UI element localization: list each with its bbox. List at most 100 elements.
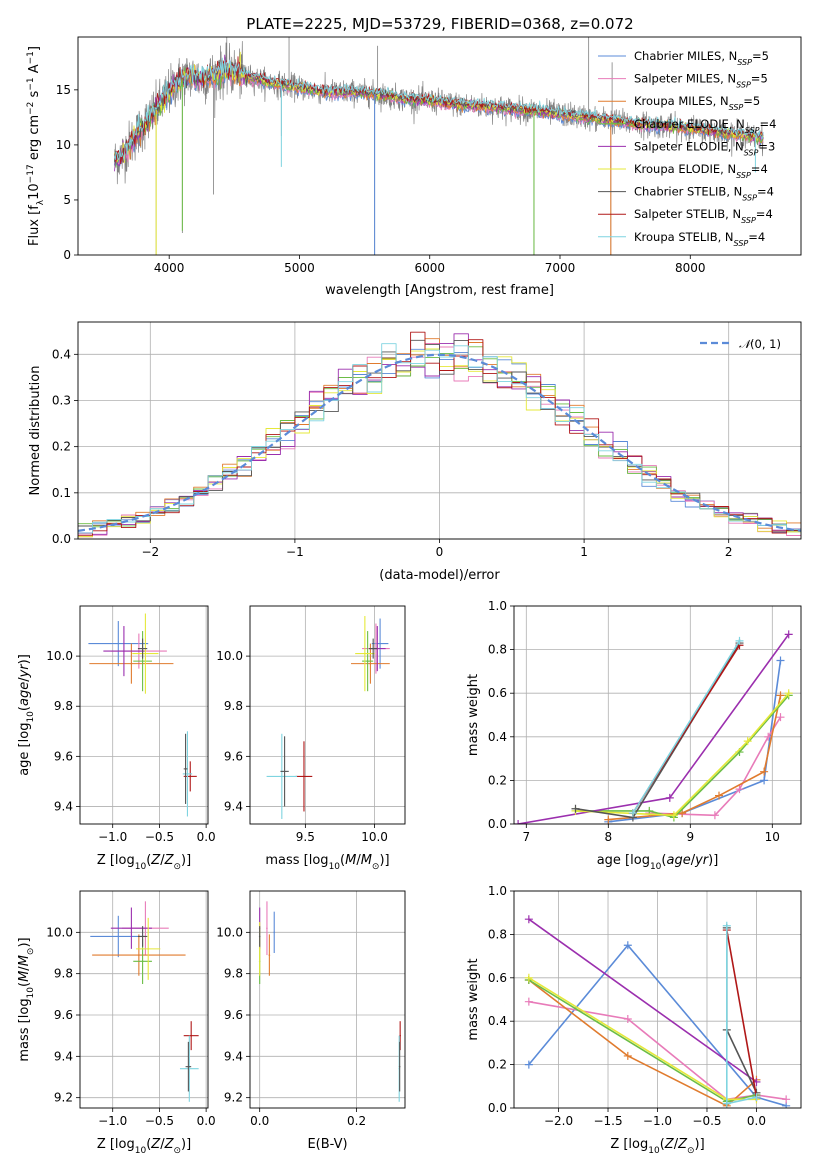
data-point [283, 770, 286, 773]
x-tick-label: 5000 [284, 261, 315, 275]
series-line-5 [528, 977, 757, 1101]
y-tick-label: 9.4 [54, 1049, 73, 1063]
x-tick-label: 9.5 [296, 830, 315, 844]
x-tick-label: −1.5 [593, 1114, 622, 1128]
legend-model-name: Kroupa ELODIE [634, 162, 720, 176]
legend-nssp: 5 [762, 49, 769, 63]
x-tick-label: −1.0 [98, 1114, 127, 1128]
series-marker [776, 713, 785, 722]
y-tick-label: 0.2 [488, 773, 507, 787]
data-point [258, 948, 261, 950]
series-marker [604, 815, 613, 824]
y-axis-label: mass [log10(M/M⊙)] [17, 937, 36, 1061]
data-point [117, 935, 120, 938]
y-tick-label: 0.6 [488, 686, 507, 700]
y-tick-label: 0.8 [488, 927, 507, 941]
x-tick-label: 9 [686, 830, 694, 844]
data-point [273, 931, 276, 934]
y-tick-label: 9.6 [54, 1008, 73, 1022]
y-tick-label: 1.0 [488, 599, 507, 613]
x-axis-label: E(B-V) [307, 1137, 347, 1152]
data-point [379, 642, 381, 645]
x-tick-label: −0.5 [145, 830, 174, 844]
series-marker [710, 811, 719, 820]
series-marker [784, 630, 793, 639]
series-marker [722, 1099, 731, 1108]
legend-model-name: Kroupa STELIB [634, 230, 718, 244]
x-tick-label: −1 [286, 545, 304, 559]
data-point [189, 775, 192, 778]
panel-mass-weight-vs-Z: −2.0 −1.5 −1.0 −0.5 0.0 0.0 0.2 0.4 0.6 0.8 1.0 Z [… [466, 884, 802, 1156]
plot-area [88, 613, 197, 817]
y-tick-label: 1.0 [488, 884, 507, 898]
y-tick-label: 0.0 [488, 1101, 507, 1115]
axes-frame [79, 605, 209, 825]
axes-frame [77, 321, 802, 540]
data-point [141, 647, 144, 650]
legend-nssp: 4 [765, 207, 772, 221]
series-marker [776, 656, 785, 665]
axes-frame [513, 890, 802, 1109]
y-tick-label: 0.3 [52, 393, 71, 407]
x-axis-label: (data-model)/error [379, 568, 500, 583]
series-marker [735, 636, 744, 645]
series-line-0 [528, 944, 787, 1107]
legend-entry: Salpeter ELODIE, NSSP=3 [634, 139, 775, 157]
x-tick-label: −0.5 [145, 1114, 174, 1128]
y-axis-label: Flux [fλ10−17 erg cm−2 s−1 A−1] [26, 46, 46, 246]
series-line-2 [528, 979, 758, 1107]
x-tick-label: −2.0 [544, 1114, 573, 1128]
axes-frame [79, 890, 209, 1109]
data-point [190, 1034, 192, 1037]
panel-age-vs-Z: −1.0 −0.5 0.0 9.4 9.6 9.8 10.0 Z [log10(Z/Z⊙)] a… [17, 605, 216, 872]
legend-model-name: Chabrier MILES [634, 49, 721, 63]
series-marker [623, 941, 632, 950]
data-point [141, 960, 144, 963]
y-tick-label: 10.0 [46, 649, 73, 663]
data-point [144, 652, 147, 655]
series-marker [760, 767, 769, 776]
x-tick-label: 0.0 [197, 1114, 216, 1128]
x-tick-label: 8 [604, 830, 612, 844]
data-point [186, 773, 189, 775]
legend-model-name: Kroupa MILES [634, 94, 713, 108]
data-point [366, 660, 369, 662]
legend-nssp: 3 [768, 139, 775, 153]
x-axis-label: age [log10(age/yr)] [597, 853, 719, 872]
y-tick-label: 9.4 [224, 1049, 243, 1063]
model-spectrum-8 [114, 57, 764, 161]
series-marker [669, 811, 678, 820]
y-tick-label: 9.8 [54, 699, 73, 713]
plot-area [258, 901, 401, 1102]
x-axis-label: mass [log10(M/M⊙)] [265, 853, 389, 872]
legend: Chabrier MILES, NSSP=5 Salpeter MILES, NS… [598, 49, 776, 247]
x-axis-label: Z [log10(Z/Z⊙)] [97, 1137, 191, 1156]
y-tick-label: 9.4 [54, 799, 73, 813]
y-tick-label: 10 [56, 138, 71, 152]
y-tick-label: 0.8 [488, 643, 507, 657]
y-tick-label: 9.2 [54, 1091, 73, 1105]
y-tick-label: 9.6 [224, 1008, 243, 1022]
data-point [268, 954, 271, 956]
y-tick-label: 10.0 [46, 925, 73, 939]
y-tick-label: 0.6 [488, 971, 507, 985]
series-marker [735, 785, 744, 794]
x-tick-label: 8000 [675, 261, 706, 275]
x-tick-label: 2 [725, 545, 733, 559]
data-point [138, 954, 140, 956]
series-marker [784, 689, 793, 698]
plot-area [114, 37, 764, 255]
legend-entry: Chabrier STELIB, NSSP=4 [634, 185, 774, 203]
x-tick-label: 7000 [545, 261, 576, 275]
panel-mass-weight-vs-age: 7 8 9 10 0.0 0.2 0.4 0.6 0.8 1.0 age [log10(age/yr… [466, 599, 802, 872]
legend-model-name: Salpeter STELIB [634, 207, 725, 221]
y-tick-label: 0.0 [52, 532, 71, 546]
legend-nssp: 4 [769, 117, 776, 131]
legend: 𝒩(0, 1) [700, 337, 781, 351]
axes-frame [77, 36, 802, 256]
y-tick-label: 0.4 [52, 347, 71, 361]
series-marker [715, 791, 723, 800]
data-point [130, 927, 133, 929]
x-tick-label: −0.5 [692, 1114, 721, 1128]
y-tick-label: 0 [63, 248, 71, 262]
